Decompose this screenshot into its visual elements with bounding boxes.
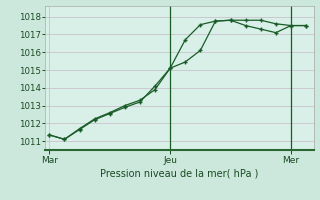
X-axis label: Pression niveau de la mer( hPa ): Pression niveau de la mer( hPa ) (100, 169, 258, 179)
